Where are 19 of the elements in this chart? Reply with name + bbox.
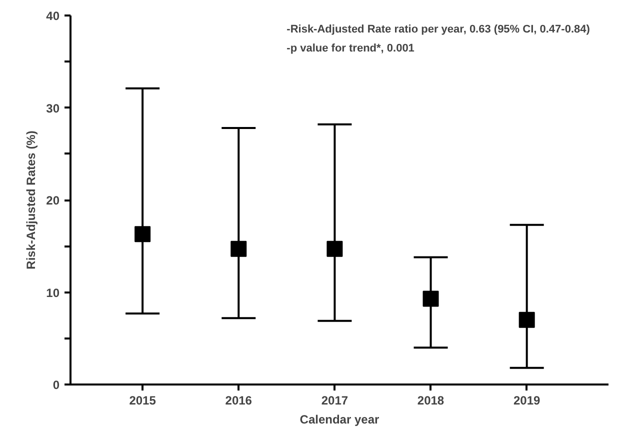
annotation: -Risk-Adjusted Rate ratio per year, 0.63 (95% CI, 0.47-0.84)	[286, 23, 590, 36]
x-tick-label: 2017	[321, 394, 348, 408]
y-axis-title: Risk-Adjusted Rates (%)	[24, 130, 38, 270]
annotation: -p value for trend*, 0.001	[286, 42, 414, 55]
point	[230, 240, 247, 257]
x-tick-label: 2019	[513, 394, 541, 408]
x-tick-label: 2015	[129, 394, 156, 408]
point	[422, 290, 439, 307]
x-tick-label: 2018	[417, 394, 444, 408]
point	[134, 226, 151, 242]
point	[326, 240, 343, 257]
x-axis-title: Calendar year	[300, 412, 380, 426]
point	[518, 312, 535, 328]
y-tick-label: 30	[46, 101, 60, 116]
y-tick-label: 20	[46, 194, 60, 208]
x-tick-label: 2016	[225, 394, 252, 408]
y-tick-label: 0	[52, 378, 60, 392]
y-tick-label: 40	[46, 9, 60, 23]
y-tick-label: 10	[46, 286, 60, 300]
